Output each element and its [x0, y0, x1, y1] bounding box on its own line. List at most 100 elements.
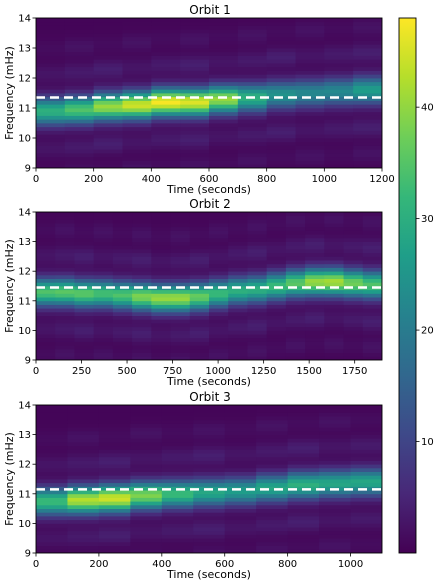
heatmap-cell: [36, 230, 56, 235]
heatmap-cell: [36, 471, 68, 476]
heatmap-cell: [209, 278, 229, 283]
heatmap-cell: [343, 282, 364, 287]
heatmap-cell: [247, 356, 268, 360]
heatmap-cell: [343, 341, 364, 346]
heatmap-cell: [93, 44, 123, 49]
x-tick-label: 1200: [369, 174, 394, 185]
heatmap-cell: [287, 541, 320, 546]
heatmap-cell: [36, 138, 66, 143]
heatmap-cell: [343, 223, 364, 228]
heatmap-cell: [209, 234, 229, 239]
heatmap-cell: [132, 315, 152, 320]
heatmap-cell: [64, 96, 95, 101]
heatmap-cell: [193, 430, 226, 435]
heatmap-cell: [237, 123, 268, 128]
heatmap-cell: [256, 527, 289, 532]
heatmap-cell: [193, 512, 226, 517]
heatmap-cell: [324, 29, 354, 34]
heatmap-cell: [64, 153, 95, 158]
heatmap-cell: [74, 241, 95, 246]
heatmap-cell: [209, 311, 229, 316]
heatmap-cell: [324, 223, 344, 228]
heatmap-cell: [287, 467, 320, 472]
heatmap-cell: [209, 323, 229, 328]
heatmap-cell: [209, 108, 239, 113]
heatmap-cell: [324, 348, 344, 353]
heatmap-cell: [256, 416, 289, 421]
heatmap-cell: [343, 215, 364, 220]
heatmap-cell: [151, 323, 171, 328]
heatmap-cell: [285, 219, 306, 224]
heatmap-cell: [350, 471, 382, 476]
heatmap-cell: [287, 523, 320, 528]
heatmap-cell: [305, 341, 325, 346]
heatmap-cell: [295, 119, 325, 124]
heatmap-cell: [93, 274, 114, 279]
heatmap-cell: [132, 297, 152, 302]
heatmap-cell: [285, 297, 306, 302]
heatmap-cell: [224, 538, 257, 543]
heatmap-cell: [98, 493, 131, 498]
heatmap-cell: [193, 519, 226, 524]
heatmap-cell: [130, 475, 163, 480]
heatmap-cell: [64, 160, 95, 165]
heatmap-cell: [93, 334, 114, 339]
heatmap-cell: [132, 212, 152, 217]
heatmap-cell: [256, 467, 289, 472]
heatmap-cell: [180, 18, 210, 23]
heatmap-cell: [151, 29, 181, 34]
heatmap-cell: [319, 442, 351, 447]
heatmap-cell: [362, 237, 382, 242]
heatmap-cell: [285, 319, 306, 324]
heatmap-cell: [319, 482, 351, 487]
heatmap-cell: [305, 334, 325, 339]
heatmap-cell: [161, 527, 194, 532]
heatmap-cell: [161, 430, 194, 435]
heatmap-cell: [209, 59, 239, 64]
heatmap-cell: [256, 523, 289, 528]
heatmap-cell: [151, 308, 171, 313]
heatmap-cell: [74, 348, 95, 353]
heatmap-cell: [209, 145, 239, 150]
heatmap-cell: [36, 51, 66, 56]
heatmap-cell: [228, 245, 248, 250]
heatmap-cell: [93, 119, 123, 124]
heatmap-cell: [224, 453, 257, 458]
heatmap-cell: [67, 427, 100, 432]
heatmap-cell: [209, 289, 229, 294]
heatmap-cell: [189, 260, 210, 265]
heatmap-cell: [161, 493, 194, 498]
heatmap-cell: [247, 311, 268, 316]
heatmap-cell: [180, 115, 210, 120]
heatmap-cell: [161, 490, 194, 495]
orbit-3-frame: [35, 404, 383, 554]
heatmap-cell: [285, 356, 306, 360]
heatmap-cell: [64, 29, 95, 34]
heatmap-cell: [151, 271, 171, 276]
heatmap-cell: [98, 516, 131, 521]
heatmap-cell: [151, 134, 181, 139]
heatmap-cell: [209, 282, 229, 287]
heatmap-cell: [193, 497, 226, 502]
orbit-2-frame: [35, 211, 383, 361]
heatmap-cell: [224, 445, 257, 450]
heatmap-cell: [180, 29, 210, 34]
heatmap-cell: [324, 260, 344, 265]
heatmap-cell: [247, 341, 268, 346]
heatmap-cell: [237, 164, 268, 168]
heatmap-cell: [36, 119, 66, 124]
heatmap-cell: [36, 449, 68, 454]
heatmap-cell: [98, 504, 131, 509]
heatmap-cell: [36, 308, 56, 313]
heatmap-cell: [64, 66, 95, 71]
heatmap-cell: [247, 260, 268, 265]
heatmap-cell: [112, 297, 133, 302]
heatmap-cell: [362, 245, 382, 250]
heatmap-cell: [353, 48, 382, 53]
heatmap-cell: [189, 267, 210, 272]
heatmap-cell: [67, 541, 100, 546]
heatmap-cell: [151, 223, 171, 228]
heatmap-cell: [256, 456, 289, 461]
heatmap-cell: [36, 212, 56, 217]
heatmap-cell: [256, 538, 289, 543]
